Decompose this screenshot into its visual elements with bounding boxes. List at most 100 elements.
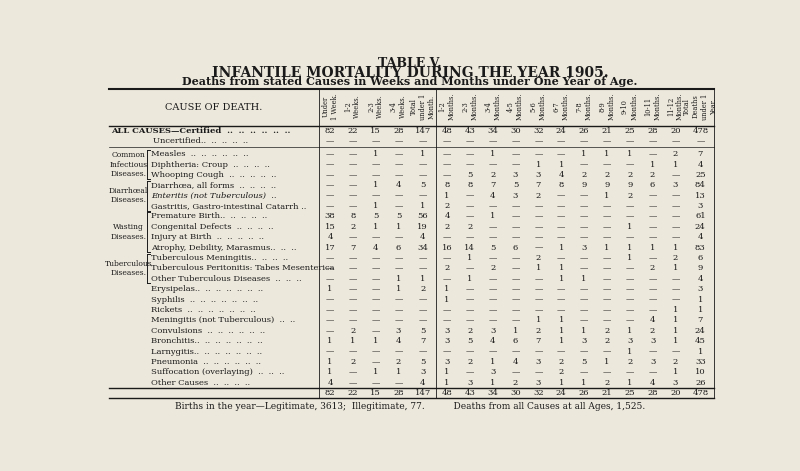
Text: 1: 1 — [467, 275, 473, 283]
Text: 1: 1 — [444, 368, 450, 376]
Text: 147: 147 — [414, 389, 431, 397]
Text: TABLE V.: TABLE V. — [378, 57, 442, 70]
Text: —: — — [442, 161, 451, 169]
Text: —: — — [371, 161, 380, 169]
Text: 21: 21 — [602, 389, 612, 397]
Text: 4: 4 — [373, 244, 378, 252]
Text: 1: 1 — [604, 150, 610, 158]
Text: 4: 4 — [558, 171, 564, 179]
Text: —: — — [371, 317, 380, 325]
Text: —: — — [349, 171, 357, 179]
Text: 1: 1 — [627, 254, 633, 262]
Text: 16: 16 — [442, 244, 452, 252]
Text: 1: 1 — [444, 192, 450, 200]
Text: 3: 3 — [490, 368, 495, 376]
Text: 2: 2 — [536, 327, 541, 335]
Text: —: — — [418, 171, 427, 179]
Text: —: — — [696, 138, 705, 146]
Text: —: — — [466, 348, 474, 356]
Text: —: — — [626, 264, 634, 272]
Text: 2: 2 — [396, 358, 401, 366]
Text: 26: 26 — [695, 379, 706, 387]
Text: 1: 1 — [396, 285, 402, 293]
Text: —: — — [394, 254, 402, 262]
Text: 34: 34 — [487, 127, 498, 135]
Text: —: — — [442, 171, 451, 179]
Text: —: — — [648, 233, 657, 241]
Text: 4: 4 — [650, 317, 655, 325]
Text: —: — — [580, 202, 588, 210]
Text: Wasting
Diseases.: Wasting Diseases. — [110, 223, 146, 241]
Text: 1: 1 — [627, 348, 633, 356]
Text: 1: 1 — [420, 202, 426, 210]
Text: Erysipelas..  ..  ..  ..  ..  ..  ..: Erysipelas.. .. .. .. .. .. .. — [151, 285, 263, 293]
Text: 478: 478 — [692, 389, 709, 397]
Text: 2: 2 — [673, 254, 678, 262]
Text: 1: 1 — [558, 244, 564, 252]
Text: —: — — [371, 254, 380, 262]
Text: —: — — [326, 150, 334, 158]
Text: —: — — [349, 254, 357, 262]
Text: 34: 34 — [487, 389, 498, 397]
Text: —: — — [648, 254, 657, 262]
Text: 43: 43 — [464, 389, 475, 397]
Text: Total
under 1
Month.: Total under 1 Month. — [410, 93, 436, 120]
Text: —: — — [418, 264, 427, 272]
Text: —: — — [534, 348, 542, 356]
Text: 61: 61 — [695, 212, 706, 220]
Text: Suffocation (overlaying)  ..  ..  ..: Suffocation (overlaying) .. .. .. — [151, 368, 285, 376]
Text: 2: 2 — [350, 223, 355, 231]
Text: 1: 1 — [373, 150, 378, 158]
Text: 3: 3 — [582, 337, 586, 345]
Text: 20: 20 — [670, 389, 681, 397]
Text: —: — — [442, 275, 451, 283]
Text: —: — — [489, 285, 497, 293]
Text: —: — — [394, 233, 402, 241]
Text: —: — — [326, 317, 334, 325]
Text: —: — — [489, 306, 497, 314]
Text: 1: 1 — [490, 358, 495, 366]
Text: 1: 1 — [604, 358, 610, 366]
Text: 9-10
Months.: 9-10 Months. — [621, 93, 638, 120]
Text: 2: 2 — [444, 264, 450, 272]
Text: —: — — [602, 296, 611, 304]
Text: 1: 1 — [373, 337, 378, 345]
Text: 30: 30 — [510, 127, 521, 135]
Text: 1: 1 — [673, 327, 678, 335]
Text: —: — — [371, 171, 380, 179]
Text: —: — — [511, 348, 520, 356]
Text: —: — — [326, 306, 334, 314]
Text: 5: 5 — [467, 337, 473, 345]
Text: 2: 2 — [490, 264, 495, 272]
Text: 28: 28 — [647, 389, 658, 397]
Text: 38: 38 — [325, 212, 335, 220]
Text: —: — — [671, 212, 680, 220]
Text: 7: 7 — [698, 150, 703, 158]
Text: —: — — [394, 161, 402, 169]
Text: 2: 2 — [650, 264, 655, 272]
Text: 2: 2 — [536, 192, 541, 200]
Text: —: — — [466, 233, 474, 241]
Text: 48: 48 — [442, 127, 452, 135]
Text: Rickets  ..  ..  ..  ..  ..  ..  ..: Rickets .. .. .. .. .. .. .. — [151, 306, 256, 314]
Text: —: — — [511, 138, 520, 146]
Text: 6: 6 — [698, 254, 703, 262]
Text: 1: 1 — [558, 327, 564, 335]
Text: 2: 2 — [673, 150, 678, 158]
Text: 2: 2 — [604, 337, 610, 345]
Text: 2: 2 — [467, 223, 473, 231]
Text: 2: 2 — [467, 358, 473, 366]
Text: —: — — [349, 192, 357, 200]
Text: —: — — [489, 317, 497, 325]
Text: 2: 2 — [582, 171, 586, 179]
Text: 2: 2 — [558, 358, 564, 366]
Text: Meningitis (not Tuberculous)  ..  ..: Meningitis (not Tuberculous) .. .. — [151, 317, 295, 325]
Text: 1: 1 — [627, 223, 633, 231]
Text: —: — — [326, 161, 334, 169]
Text: 9: 9 — [582, 181, 586, 189]
Text: —: — — [442, 254, 451, 262]
Text: —: — — [371, 306, 380, 314]
Text: —: — — [371, 264, 380, 272]
Text: —: — — [442, 233, 451, 241]
Text: 24: 24 — [556, 389, 566, 397]
